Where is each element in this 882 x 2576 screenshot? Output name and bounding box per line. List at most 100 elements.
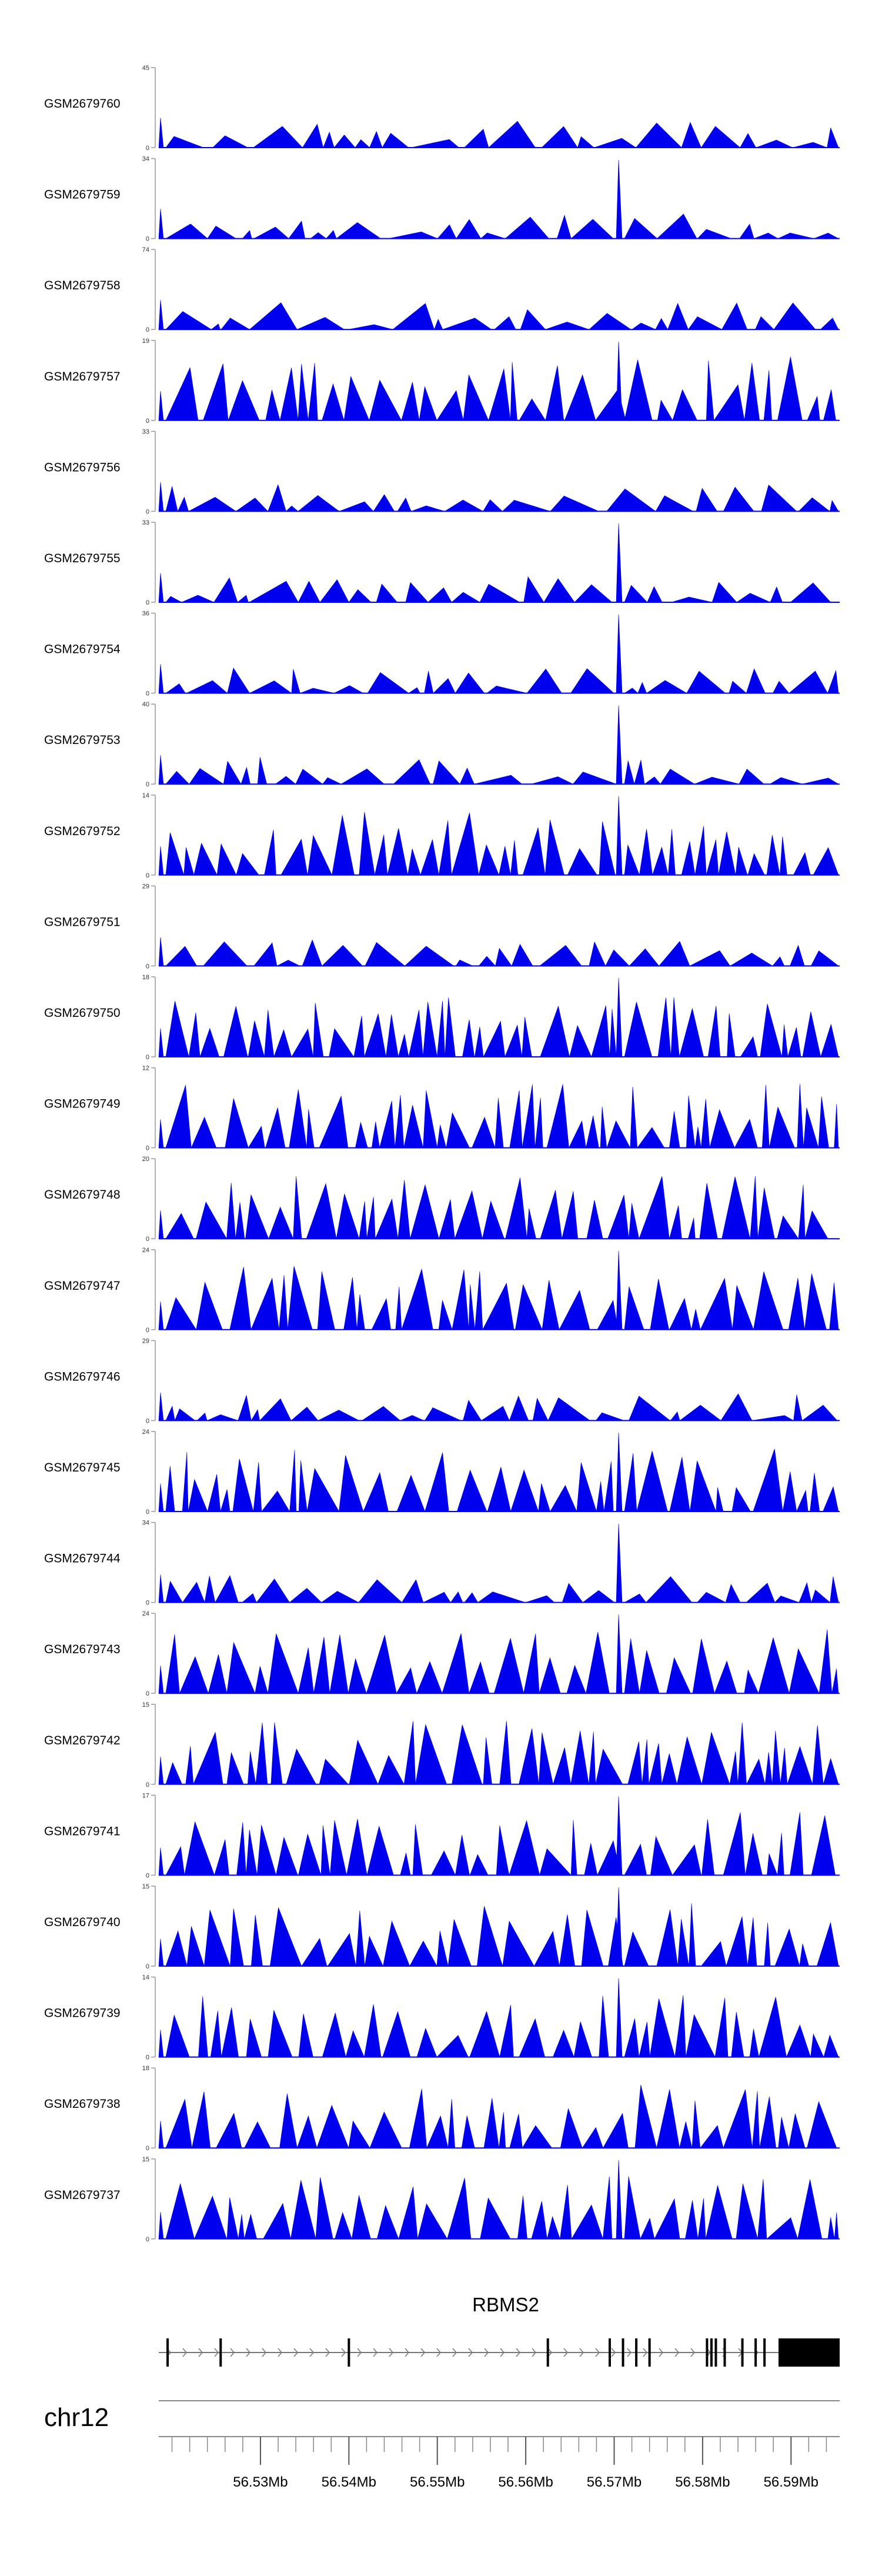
strand-arrow-icon — [690, 2348, 695, 2357]
y-tick-label: 0 — [146, 2236, 149, 2243]
y-tick-label: 0 — [146, 1327, 149, 1334]
y-tick-label: 24 — [142, 1429, 149, 1436]
y-tick-label: 36 — [142, 610, 149, 618]
y-tick-label: 74 — [142, 246, 149, 253]
track-gsm2679738: GSM2679738 18 0 — [44, 2065, 840, 2152]
strand-arrow-icon — [436, 2348, 441, 2357]
coverage-area — [158, 1523, 840, 1603]
y-tick-label: 0 — [146, 508, 149, 515]
y-tick-label: 0 — [146, 1417, 149, 1424]
coverage-area — [158, 1796, 840, 1876]
y-tick-label: 0 — [146, 418, 149, 425]
strand-arrow-icon — [405, 2348, 409, 2357]
track-gsm2679737: GSM2679737 15 0 — [44, 2156, 840, 2243]
y-tick-label: 14 — [142, 792, 149, 799]
strand-arrow-icon — [214, 2348, 219, 2357]
axis-tick-label: 56.54Mb — [322, 2474, 376, 2490]
y-tick-label: 0 — [146, 1054, 149, 1061]
track-label: GSM2679746 — [44, 1370, 121, 1383]
strand-arrow-icon — [468, 2348, 473, 2357]
coverage-area — [158, 1083, 840, 1148]
y-tick-label: 0 — [146, 1690, 149, 1697]
y-tick-label: 0 — [146, 1236, 149, 1243]
y-tick-label: 0 — [146, 1145, 149, 1152]
track-label: GSM2679745 — [44, 1461, 121, 1474]
track-gsm2679744: GSM2679744 34 0 — [44, 1520, 840, 1607]
coverage-area — [158, 299, 840, 330]
strand-arrow-icon — [516, 2348, 520, 2357]
y-tick-label: 0 — [146, 2054, 149, 2061]
strand-arrow-icon — [595, 2348, 600, 2357]
track-gsm2679749: GSM2679749 12 0 — [44, 1065, 840, 1152]
y-tick-label: 33 — [142, 428, 149, 435]
gene-track: RBMS2 — [159, 2294, 840, 2367]
coverage-area — [158, 1432, 840, 1512]
track-label: GSM2679756 — [44, 461, 121, 474]
track-label: GSM2679740 — [44, 1916, 121, 1929]
gene-exon — [710, 2338, 713, 2367]
y-tick-label: 40 — [142, 701, 149, 708]
chromosome-label: chr12 — [44, 2403, 109, 2432]
track-label: GSM2679743 — [44, 1643, 121, 1656]
y-tick-label: 0 — [146, 1781, 149, 1788]
track-gsm2679739: GSM2679739 14 0 — [44, 1974, 840, 2061]
strand-arrow-icon — [198, 2348, 203, 2357]
y-tick-label: 17 — [142, 1792, 149, 1799]
strand-arrow-icon — [579, 2348, 584, 2357]
gene-exon — [546, 2338, 549, 2367]
coverage-area — [158, 1887, 840, 1967]
track-label: GSM2679749 — [44, 1097, 121, 1111]
y-tick-label: 45 — [142, 65, 149, 72]
track-label: GSM2679750 — [44, 1006, 121, 1020]
y-tick-label: 15 — [142, 2156, 149, 2163]
strand-arrow-icon — [547, 2348, 552, 2357]
coverage-area — [158, 159, 840, 239]
gene-exon — [648, 2338, 651, 2367]
strand-arrow-icon — [420, 2348, 425, 2357]
y-tick-label: 24 — [142, 1247, 149, 1254]
track-label: GSM2679741 — [44, 1824, 121, 1838]
track-label: GSM2679754 — [44, 643, 121, 656]
strand-arrow-icon — [532, 2348, 536, 2357]
gene-exon — [219, 2338, 222, 2367]
gene-exon — [635, 2338, 638, 2367]
track-gsm2679754: GSM2679754 36 0 — [44, 610, 840, 698]
y-tick-label: 34 — [142, 1520, 149, 1527]
track-gsm2679753: GSM2679753 40 0 — [44, 701, 840, 788]
strand-arrow-icon — [627, 2348, 632, 2357]
track-gsm2679742: GSM2679742 15 0 — [44, 1701, 840, 1788]
strand-arrow-icon — [563, 2348, 568, 2357]
y-tick-label: 0 — [146, 2145, 149, 2152]
track-label: GSM2679759 — [44, 188, 121, 202]
strand-arrow-icon — [230, 2348, 235, 2357]
coverage-area — [158, 1392, 840, 1421]
coverage-area — [158, 2084, 840, 2148]
axis-tick-label: 56.58Mb — [675, 2474, 730, 2490]
gene-exon — [763, 2338, 766, 2367]
axis-tick-label: 56.59Mb — [764, 2474, 818, 2490]
y-tick-label: 0 — [146, 1509, 149, 1516]
track-gsm2679756: GSM2679756 33 0 — [44, 428, 840, 515]
coverage-area — [158, 614, 840, 694]
track-gsm2679757: GSM2679757 19 0 — [44, 338, 840, 425]
y-tick-label: 0 — [146, 1963, 149, 1970]
strand-arrow-icon — [293, 2348, 298, 2357]
track-gsm2679747: GSM2679747 24 0 — [44, 1247, 840, 1334]
y-tick-label: 0 — [146, 963, 149, 970]
strand-arrow-icon — [246, 2348, 250, 2357]
strand-arrow-icon — [182, 2348, 187, 2357]
track-gsm2679759: GSM2679759 34 0 — [44, 156, 840, 243]
y-tick-label: 15 — [142, 1701, 149, 1709]
strand-arrow-icon — [373, 2348, 377, 2357]
track-label: GSM2679751 — [44, 915, 121, 929]
axis-tick-label: 56.57Mb — [587, 2474, 642, 2490]
y-tick-label: 34 — [142, 156, 149, 163]
coverage-area — [158, 1721, 840, 1785]
track-label: GSM2679747 — [44, 1279, 121, 1293]
coverage-area — [158, 796, 840, 876]
track-label: GSM2679744 — [44, 1552, 121, 1566]
coverage-area — [158, 1614, 840, 1694]
y-tick-label: 15 — [142, 1883, 149, 1890]
y-tick-label: 0 — [146, 1600, 149, 1607]
